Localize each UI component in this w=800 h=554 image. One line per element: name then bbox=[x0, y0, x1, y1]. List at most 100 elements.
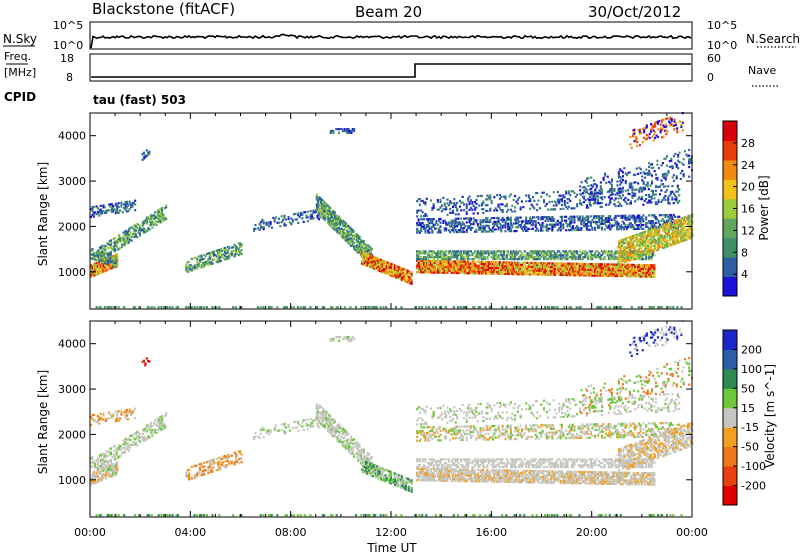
power-cell bbox=[464, 250, 467, 253]
power-cell bbox=[339, 228, 342, 231]
power-cell bbox=[240, 245, 243, 248]
power-cell bbox=[431, 221, 434, 225]
power-cell bbox=[417, 265, 420, 268]
power-cell bbox=[417, 256, 420, 259]
power-cell bbox=[325, 207, 328, 210]
power-cell bbox=[636, 267, 639, 270]
power-cell bbox=[339, 232, 342, 235]
power-cell bbox=[507, 265, 510, 268]
power-cell bbox=[520, 227, 523, 231]
power-cell bbox=[645, 265, 648, 269]
power-cell bbox=[476, 272, 479, 275]
power-cell bbox=[332, 213, 335, 216]
power-cell bbox=[587, 217, 590, 220]
power-cell bbox=[137, 223, 140, 226]
power-cell bbox=[366, 249, 369, 252]
power-cell bbox=[609, 226, 612, 229]
power-cell bbox=[165, 217, 168, 220]
power-cell bbox=[325, 212, 328, 215]
power-cell bbox=[380, 266, 383, 269]
power-cell bbox=[641, 258, 644, 261]
power-cell bbox=[403, 279, 406, 283]
power-cell bbox=[427, 261, 430, 264]
power-cell bbox=[509, 218, 512, 221]
power-cell bbox=[369, 262, 372, 265]
power-cell bbox=[342, 223, 345, 226]
power-cell bbox=[616, 252, 619, 255]
power-cell bbox=[500, 209, 503, 212]
power-cell bbox=[371, 255, 374, 258]
power-cell bbox=[454, 256, 457, 259]
power-cell bbox=[196, 261, 199, 264]
power-cell bbox=[438, 227, 441, 230]
power-cell bbox=[346, 238, 349, 241]
power-cell bbox=[627, 226, 630, 229]
power-cell bbox=[350, 239, 353, 242]
power-cell bbox=[552, 208, 555, 211]
power-cell bbox=[570, 258, 573, 261]
power-cell bbox=[211, 258, 214, 261]
power-cell bbox=[265, 223, 268, 226]
power-cell bbox=[633, 140, 636, 143]
power-cell bbox=[659, 225, 662, 228]
power-cell bbox=[683, 216, 686, 219]
power-cell bbox=[658, 240, 661, 243]
power-cell bbox=[445, 229, 448, 232]
power-cell bbox=[577, 268, 580, 271]
power-cell bbox=[516, 216, 519, 219]
power-cell bbox=[427, 267, 430, 270]
power-cell bbox=[565, 252, 568, 255]
power-cell bbox=[641, 239, 644, 242]
power-cell bbox=[424, 265, 427, 268]
power-cell bbox=[576, 274, 579, 277]
power-cell bbox=[376, 263, 379, 266]
power-cell bbox=[596, 270, 599, 273]
power-cell bbox=[236, 252, 239, 255]
power-cell bbox=[570, 266, 573, 269]
power-cell bbox=[383, 265, 386, 268]
power-cell bbox=[520, 267, 523, 270]
power-cell bbox=[226, 251, 229, 254]
power-cell bbox=[574, 227, 577, 230]
power-cell bbox=[629, 267, 632, 270]
power-cell bbox=[407, 281, 410, 284]
power-cell bbox=[536, 269, 539, 272]
power-cell bbox=[639, 258, 642, 261]
power-cell bbox=[476, 252, 479, 255]
power-cell bbox=[237, 253, 240, 257]
power-cell bbox=[523, 263, 526, 266]
power-cell bbox=[529, 218, 532, 221]
power-cell bbox=[579, 189, 582, 192]
power-cell bbox=[463, 217, 466, 220]
power-cell bbox=[514, 206, 517, 209]
power-cell bbox=[520, 252, 523, 255]
power-cell bbox=[137, 227, 140, 230]
power-cell bbox=[138, 232, 141, 235]
power-cell bbox=[432, 267, 435, 270]
power-cell bbox=[631, 269, 634, 272]
power-cell bbox=[219, 256, 222, 259]
power-cell bbox=[628, 214, 631, 217]
power-cell bbox=[226, 255, 229, 258]
power-cell bbox=[644, 172, 647, 175]
power-cell bbox=[497, 272, 500, 275]
power-cell bbox=[605, 272, 608, 275]
power-cell bbox=[347, 238, 350, 241]
power-cell bbox=[333, 211, 336, 214]
power-cell bbox=[612, 263, 615, 266]
power-cell bbox=[559, 225, 562, 228]
power-cell bbox=[603, 258, 606, 261]
power-cell bbox=[584, 250, 587, 253]
power-cell bbox=[530, 252, 533, 255]
power-cell bbox=[483, 272, 486, 275]
power-cell bbox=[634, 267, 637, 270]
power-cell bbox=[576, 266, 579, 269]
power-cell bbox=[454, 225, 457, 228]
power-cell bbox=[529, 271, 532, 274]
power-cell bbox=[503, 195, 506, 198]
power-cell bbox=[425, 218, 428, 221]
power-cell bbox=[442, 254, 445, 257]
power-cell bbox=[254, 227, 257, 230]
power-cell bbox=[602, 258, 605, 261]
power-cell bbox=[594, 254, 597, 257]
